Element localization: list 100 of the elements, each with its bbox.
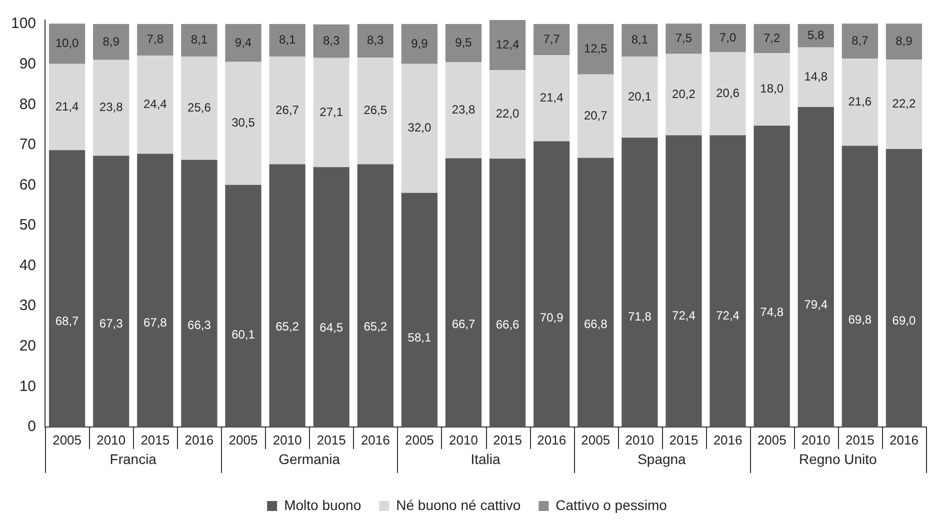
y-tick-label: 20 <box>19 338 36 355</box>
x-tick-label: 2010 <box>96 432 126 448</box>
bar <box>710 24 746 52</box>
data-label: 67,3 <box>99 316 124 330</box>
bar <box>48 64 86 150</box>
bar <box>401 192 438 427</box>
bar <box>534 24 570 56</box>
bar <box>578 158 614 427</box>
data-label: 32,0 <box>408 120 432 135</box>
bar <box>622 56 658 138</box>
bar <box>357 164 394 427</box>
data-label: 8,1 <box>631 32 648 47</box>
text: Spagna <box>638 450 686 467</box>
data-label: 7,2 <box>763 30 780 45</box>
bar <box>622 138 658 427</box>
data-label: 21,4 <box>55 99 80 114</box>
bar <box>842 146 878 427</box>
x-tick-label: 2015 <box>140 432 170 448</box>
data-label: 12,4 <box>496 37 520 52</box>
bar <box>181 24 218 57</box>
bar <box>886 148 922 427</box>
bar <box>666 24 702 54</box>
bar <box>269 164 306 427</box>
bar <box>137 154 174 427</box>
x-tick-label: 2015 <box>845 432 874 448</box>
data-label: 7,0 <box>719 30 736 44</box>
data-label: 20,1 <box>628 89 652 104</box>
bar <box>401 64 438 193</box>
bar <box>401 24 438 64</box>
text: Germania <box>278 450 340 467</box>
data-label: 72,4 <box>672 308 696 322</box>
data-label: 60,1 <box>232 327 256 342</box>
data-label: 20,7 <box>584 108 608 122</box>
y-tick-label: 30 <box>19 297 36 314</box>
bar <box>137 24 174 56</box>
data-label: 12,5 <box>584 42 608 56</box>
data-label: 26,7 <box>276 102 300 117</box>
x-tick-label: 2005 <box>404 432 434 448</box>
bar <box>798 24 834 48</box>
y-tick-label: 0 <box>28 418 36 436</box>
text: Francia <box>110 450 157 467</box>
x-tick-label: 2015 <box>493 432 522 448</box>
data-label: 21,4 <box>540 90 564 104</box>
data-label: 7,7 <box>543 32 560 46</box>
bar <box>534 141 570 427</box>
data-label: 14,8 <box>804 70 828 84</box>
bar <box>225 24 262 62</box>
data-label: 7,8 <box>146 32 164 46</box>
x-tick-label: 2005 <box>228 432 258 448</box>
data-label: 71,8 <box>628 309 652 324</box>
data-label: 8,1 <box>190 32 208 47</box>
bar <box>666 135 702 427</box>
data-label: 8,7 <box>852 33 869 48</box>
data-label: 30,5 <box>232 116 256 130</box>
bar <box>666 54 702 136</box>
text: Italia <box>470 450 501 467</box>
bar <box>798 107 834 427</box>
bar <box>710 135 746 427</box>
bar <box>622 24 658 57</box>
bar <box>445 24 482 62</box>
bar <box>313 167 350 427</box>
x-tick-label: 2010 <box>449 432 478 448</box>
x-tick-label: 2015 <box>669 432 698 448</box>
x-tick-label: 2015 <box>316 432 346 448</box>
data-label: 9,4 <box>234 35 252 50</box>
data-label: 79,4 <box>804 298 828 312</box>
bar <box>886 24 922 60</box>
data-label: 74,8 <box>760 304 784 319</box>
x-tick-label: 2016 <box>360 432 390 448</box>
data-label: 8,9 <box>896 34 913 48</box>
y-tick-label: 80 <box>19 96 36 113</box>
data-label: 22,2 <box>892 96 916 111</box>
bar <box>269 56 306 164</box>
bar <box>93 156 130 427</box>
bar <box>313 24 350 58</box>
bar <box>445 158 482 427</box>
data-label: 64,5 <box>320 320 344 335</box>
bar <box>754 126 790 427</box>
y-tick-label: 10 <box>19 378 36 395</box>
data-label: 23,8 <box>99 100 124 114</box>
data-label: 69,8 <box>848 312 872 326</box>
data-label: 70,9 <box>540 310 564 325</box>
data-label: 18,0 <box>760 82 784 96</box>
x-tick-label: 2010 <box>272 432 302 448</box>
bar <box>137 55 174 154</box>
bar <box>842 24 878 59</box>
bar <box>225 62 262 185</box>
bar <box>445 62 482 158</box>
data-label: 58,1 <box>408 330 432 344</box>
data-label: 24,4 <box>143 96 168 111</box>
data-label: 7,5 <box>675 31 692 46</box>
data-label: 9,5 <box>455 35 472 50</box>
data-label: 72,4 <box>716 308 740 322</box>
legend-label: Né buono né cattivo <box>396 496 521 513</box>
y-tick-label: 100 <box>10 15 36 32</box>
bar <box>181 56 218 160</box>
bar <box>357 57 394 164</box>
bar <box>534 55 570 142</box>
data-label: 66,8 <box>584 317 608 332</box>
bar <box>357 24 394 58</box>
